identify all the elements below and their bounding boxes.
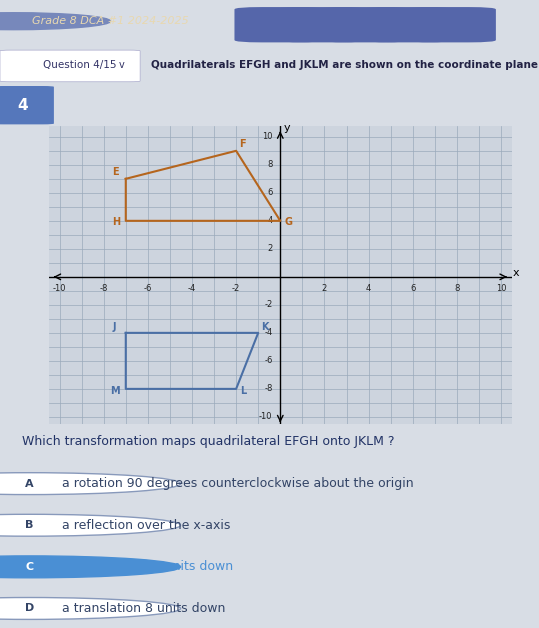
Text: 4: 4: [267, 216, 273, 225]
Text: a translation 8 units down: a translation 8 units down: [62, 602, 225, 615]
Text: -2: -2: [264, 300, 273, 310]
Text: v: v: [119, 60, 124, 70]
Text: J: J: [113, 322, 116, 332]
FancyBboxPatch shape: [278, 7, 367, 42]
Text: G: G: [285, 217, 293, 227]
Text: F: F: [239, 139, 246, 149]
Circle shape: [0, 13, 110, 30]
Text: x: x: [513, 268, 520, 278]
Text: a reflection over the x-axis: a reflection over the x-axis: [62, 519, 230, 532]
Text: L: L: [240, 386, 247, 396]
Text: -4: -4: [188, 284, 196, 293]
Text: -8: -8: [264, 384, 273, 393]
Text: 4: 4: [17, 98, 28, 112]
FancyBboxPatch shape: [407, 7, 496, 42]
Text: 10: 10: [496, 284, 506, 293]
Text: B: B: [25, 520, 34, 530]
Text: 10: 10: [262, 133, 273, 141]
Text: 6: 6: [267, 188, 273, 197]
FancyBboxPatch shape: [0, 86, 54, 124]
Text: Quadrilaterals EFGH and JKLM are shown on the coordinate plane.: Quadrilaterals EFGH and JKLM are shown o…: [151, 60, 539, 70]
FancyBboxPatch shape: [321, 7, 410, 42]
FancyBboxPatch shape: [364, 7, 453, 42]
Circle shape: [0, 597, 181, 619]
Text: -8: -8: [100, 284, 108, 293]
Text: K: K: [261, 322, 269, 332]
Text: -10: -10: [53, 284, 66, 293]
Text: D: D: [25, 604, 34, 614]
Text: -2: -2: [232, 284, 240, 293]
Text: -4: -4: [264, 328, 273, 337]
Text: 2: 2: [267, 244, 273, 253]
FancyBboxPatch shape: [0, 50, 140, 82]
Text: H: H: [113, 217, 121, 227]
Text: 2: 2: [322, 284, 327, 293]
Text: 6: 6: [410, 284, 416, 293]
Text: E: E: [113, 166, 119, 176]
Text: M: M: [110, 386, 120, 396]
Circle shape: [0, 473, 181, 495]
Text: A: A: [25, 479, 34, 489]
Text: 4: 4: [366, 284, 371, 293]
Text: Question 4/15: Question 4/15: [43, 60, 116, 70]
Text: -6: -6: [144, 284, 152, 293]
Text: Which transformation maps quadrilateral EFGH onto JKLM ?: Which transformation maps quadrilateral …: [22, 435, 394, 448]
Text: y: y: [284, 122, 290, 133]
Text: -6: -6: [264, 356, 273, 365]
Text: Grade 8 DCA #1 2024-2025: Grade 8 DCA #1 2024-2025: [32, 16, 189, 26]
Text: a rotation 90 degrees counterclockwise about the origin: a rotation 90 degrees counterclockwise a…: [62, 477, 413, 490]
Circle shape: [0, 514, 181, 536]
Text: -10: -10: [259, 413, 273, 421]
Text: C: C: [25, 562, 34, 572]
FancyBboxPatch shape: [234, 7, 323, 42]
Circle shape: [0, 556, 181, 578]
Text: 8: 8: [454, 284, 460, 293]
Text: 8: 8: [267, 160, 273, 170]
Text: a translation 11 units down: a translation 11 units down: [62, 560, 233, 573]
